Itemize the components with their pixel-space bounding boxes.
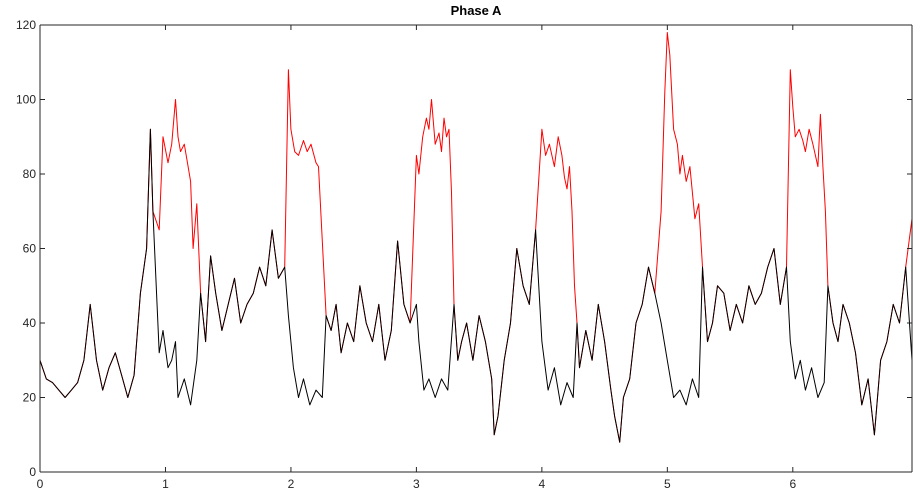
y-tick-label: 0 (29, 465, 36, 479)
x-tick-label: 6 (789, 477, 796, 491)
x-tick-label: 4 (539, 477, 546, 491)
series-line-2 (39, 128, 913, 443)
y-tick-label: 80 (23, 167, 37, 181)
plot-area (40, 25, 912, 472)
y-tick-label: 20 (23, 391, 37, 405)
x-tick-label: 1 (162, 477, 169, 491)
series-layer (39, 32, 913, 443)
y-tick-label: 120 (16, 18, 36, 32)
x-tick-label: 2 (288, 477, 295, 491)
x-tick-label: 5 (664, 477, 671, 491)
y-tick-label: 100 (16, 93, 36, 107)
y-tick-label: 60 (23, 242, 37, 256)
x-tick-label: 0 (37, 477, 44, 491)
x-tick-label: 3 (413, 477, 420, 491)
chart-title: Phase A (451, 3, 502, 18)
y-tick-label: 40 (23, 316, 37, 330)
